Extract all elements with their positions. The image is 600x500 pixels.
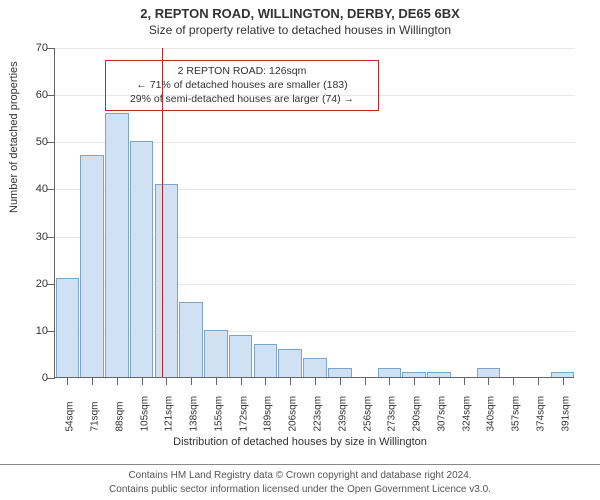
- x-tick: [265, 377, 266, 385]
- footer: Contains HM Land Registry data © Crown c…: [0, 464, 600, 496]
- histogram-bar: [130, 141, 154, 377]
- x-tick: [166, 377, 167, 385]
- chart-container: 2, REPTON ROAD, WILLINGTON, DERBY, DE65 …: [0, 0, 600, 500]
- x-tick: [191, 377, 192, 385]
- histogram-bar: [229, 335, 253, 377]
- x-tick: [117, 377, 118, 385]
- annotation-line: 2 REPTON ROAD: 126sqm: [112, 64, 372, 78]
- annotation-line: 29% of semi-detached houses are larger (…: [112, 92, 372, 106]
- x-tick: [340, 377, 341, 385]
- x-tick: [92, 377, 93, 385]
- y-tick-label: 70: [18, 42, 48, 54]
- annotation-box: 2 REPTON ROAD: 126sqm← 71% of detached h…: [105, 60, 379, 111]
- y-tick-label: 60: [18, 89, 48, 101]
- y-tick: [47, 237, 55, 238]
- y-tick: [47, 48, 55, 49]
- y-tick: [47, 378, 55, 379]
- x-tick-label: 307sqm: [436, 396, 447, 432]
- x-tick: [216, 377, 217, 385]
- x-tick: [488, 377, 489, 385]
- x-tick-label: 256sqm: [362, 396, 373, 432]
- histogram-bar: [56, 278, 80, 377]
- x-tick-label: 189sqm: [263, 396, 274, 432]
- x-tick: [290, 377, 291, 385]
- y-tick-label: 50: [18, 136, 48, 148]
- x-tick-label: 374sqm: [535, 396, 546, 432]
- x-tick-label: 155sqm: [213, 396, 224, 432]
- x-tick-label: 138sqm: [189, 396, 200, 432]
- histogram-bar: [328, 368, 352, 377]
- chart-area: 54sqm71sqm88sqm105sqm121sqm138sqm155sqm1…: [54, 48, 574, 378]
- x-tick: [389, 377, 390, 385]
- histogram-bar: [179, 302, 203, 377]
- x-tick-label: 172sqm: [238, 396, 249, 432]
- x-tick-label: 121sqm: [164, 396, 175, 432]
- x-tick-label: 71sqm: [90, 401, 101, 431]
- x-tick: [142, 377, 143, 385]
- x-tick: [241, 377, 242, 385]
- y-tick-label: 40: [18, 183, 48, 195]
- y-tick-label: 10: [18, 325, 48, 337]
- histogram-bar: [204, 330, 228, 377]
- x-tick-label: 54sqm: [65, 401, 76, 431]
- histogram-bar: [303, 358, 327, 377]
- histogram-bar: [254, 344, 278, 377]
- y-tick: [47, 95, 55, 96]
- x-tick: [538, 377, 539, 385]
- x-tick: [464, 377, 465, 385]
- y-tick: [47, 331, 55, 332]
- x-tick: [439, 377, 440, 385]
- x-tick-label: 206sqm: [288, 396, 299, 432]
- histogram-bar: [477, 368, 501, 377]
- histogram-bar: [278, 349, 302, 377]
- histogram-bar: [378, 368, 402, 377]
- footer-line-1: Contains HM Land Registry data © Crown c…: [0, 469, 600, 483]
- x-axis-label: Distribution of detached houses by size …: [0, 436, 600, 448]
- grid-line: [55, 48, 575, 49]
- x-tick-label: 340sqm: [486, 396, 497, 432]
- histogram-bar: [80, 155, 104, 377]
- x-tick-label: 239sqm: [337, 396, 348, 432]
- y-tick: [47, 284, 55, 285]
- plot-region: 54sqm71sqm88sqm105sqm121sqm138sqm155sqm1…: [54, 48, 574, 378]
- y-tick-label: 0: [18, 372, 48, 384]
- y-tick: [47, 142, 55, 143]
- y-tick: [47, 189, 55, 190]
- x-tick: [365, 377, 366, 385]
- x-tick-label: 357sqm: [511, 396, 522, 432]
- footer-line-2: Contains public sector information licen…: [0, 483, 600, 497]
- y-tick-label: 30: [18, 231, 48, 243]
- histogram-bar: [105, 113, 129, 377]
- chart-subtitle: Size of property relative to detached ho…: [0, 21, 600, 37]
- x-tick-label: 105sqm: [139, 396, 150, 432]
- x-tick: [414, 377, 415, 385]
- x-tick: [563, 377, 564, 385]
- histogram-bar: [155, 184, 179, 377]
- x-tick-label: 324sqm: [461, 396, 472, 432]
- annotation-line: ← 71% of detached houses are smaller (18…: [112, 78, 372, 92]
- x-tick-label: 391sqm: [560, 396, 571, 432]
- y-tick-label: 20: [18, 278, 48, 290]
- x-tick: [513, 377, 514, 385]
- x-tick-label: 223sqm: [313, 396, 324, 432]
- x-tick-label: 273sqm: [387, 396, 398, 432]
- x-tick: [315, 377, 316, 385]
- x-tick-label: 290sqm: [412, 396, 423, 432]
- chart-title: 2, REPTON ROAD, WILLINGTON, DERBY, DE65 …: [0, 0, 600, 21]
- x-tick-label: 88sqm: [114, 401, 125, 431]
- x-tick: [67, 377, 68, 385]
